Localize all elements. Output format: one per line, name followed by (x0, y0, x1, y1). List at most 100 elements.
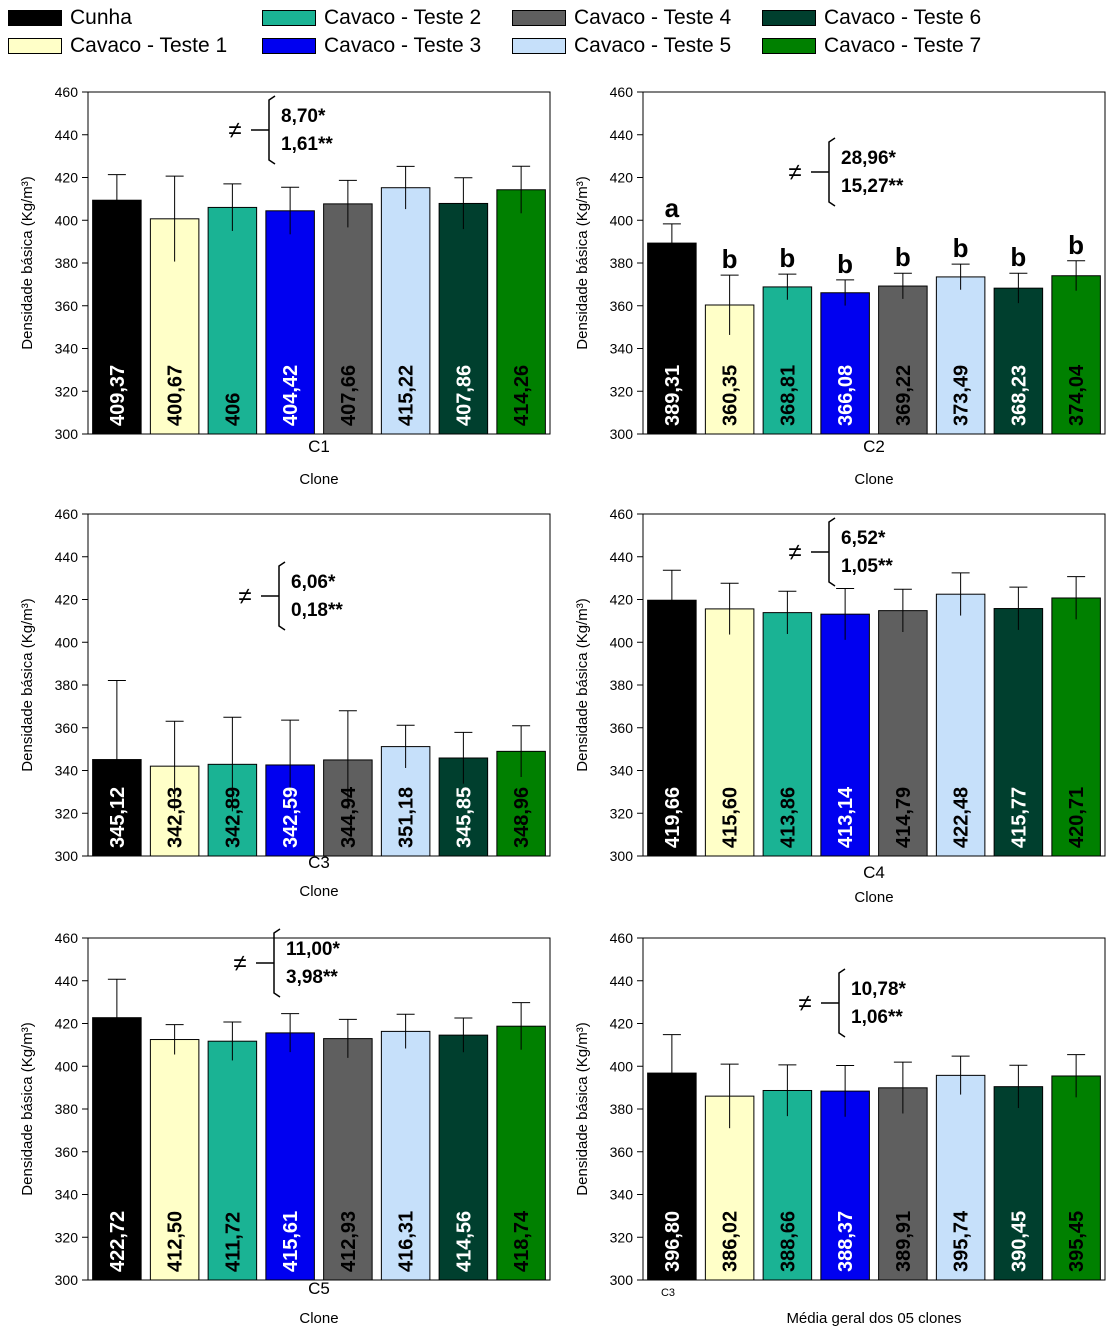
y-tick-label: 460 (55, 84, 79, 100)
bar-group: 411,72 (207, 1021, 258, 1281)
bar-group: 414,79 (878, 588, 928, 857)
legend-label: Cavaco - Teste 2 (324, 6, 482, 29)
bar-group: 415,60 (704, 582, 755, 857)
bar-group: 345,85 (438, 731, 489, 857)
y-tick-label: 460 (55, 930, 79, 946)
bar (380, 1030, 431, 1281)
bracket (821, 968, 846, 1038)
y-tick-label: 400 (610, 1058, 634, 1074)
bar-value-label: 415,61 (280, 1211, 302, 1272)
legend-swatch (512, 38, 566, 54)
y-tick-label: 380 (610, 255, 634, 271)
bar-value-label: 395,45 (1066, 1211, 1088, 1272)
y-tick-label: 320 (610, 383, 634, 399)
significance-annotation: ≠ 11,00* 3,98** (233, 928, 340, 998)
legend: Cunha Cavaco - Teste 1 Cavaco - Teste 2 Cav… (0, 0, 1113, 70)
chart-panel-5: 300 320 340 360 380 400 420 440 460 Densidade bás… (0, 928, 555, 1333)
bar-group: 422,48 (935, 572, 986, 857)
bar-value-label: 360,35 (720, 365, 742, 426)
bar (149, 1039, 200, 1281)
chart-panel-1: 300 320 340 360 380 400 420 440 460 Densidade bás… (0, 82, 555, 502)
y-tick-label: 340 (610, 341, 634, 357)
bar-group: 412,93 (323, 1018, 373, 1281)
bar-value-label: 413,14 (835, 786, 857, 848)
legend-label: Cavaco - Teste 4 (574, 6, 732, 29)
x-axis-label: Clone (299, 883, 338, 900)
bar (265, 1032, 315, 1281)
bar-group: 388,66 (762, 1064, 813, 1281)
bar-chart: 300 320 340 360 380 400 420 440 460 Densidade bás… (19, 506, 551, 900)
bar-value-label: 388,66 (777, 1211, 799, 1272)
significance-annotation: ≠ 6,52* 1,05** (788, 517, 893, 587)
bar-group: 395,45 (1051, 1054, 1101, 1281)
y-axis-label: Densidade básica (Kg/m³) (574, 598, 591, 771)
bar (1051, 1075, 1101, 1281)
legend-label: Cavaco - Teste 1 (70, 34, 228, 57)
bar (935, 593, 986, 857)
bracket (256, 928, 281, 998)
bar (762, 612, 813, 857)
x-axis-label: Média geral dos 05 clones (786, 1310, 961, 1327)
x-axis-label: Clone (854, 471, 893, 488)
bar-group: 369,22 b (878, 242, 928, 435)
y-axis-label: Densidade básica (Kg/m³) (574, 1022, 591, 1195)
bar (993, 608, 1044, 857)
y-tick-label: 360 (55, 298, 79, 314)
bar-group: 414,56 (438, 1017, 489, 1281)
chart-panel-4: 300 320 340 360 380 400 420 440 460 Densidade bás… (555, 504, 1113, 924)
y-tick-label: 380 (55, 1101, 79, 1117)
y-tick-label: 380 (55, 677, 79, 693)
legend-label: Cavaco - Teste 6 (824, 6, 982, 29)
y-tick-label: 440 (55, 973, 79, 989)
bar (380, 187, 431, 435)
bar-group: 407,86 (438, 177, 489, 435)
bar (207, 1040, 258, 1281)
y-tick-label: 400 (610, 634, 634, 650)
x-axis-label: Clone (854, 889, 893, 906)
bar-group: 413,14 (820, 588, 870, 857)
bracket (811, 517, 836, 587)
bar-value-label: 374,04 (1066, 364, 1088, 426)
bar-chart: 300 320 340 360 380 400 420 440 460 Densidade bás… (19, 928, 551, 1327)
y-tick-label: 300 (55, 426, 79, 442)
bar-group: 388,37 (820, 1064, 870, 1281)
bar-value-label: 414,56 (453, 1211, 475, 1272)
bar (438, 202, 489, 435)
x-category-label: C2 (863, 437, 885, 456)
bar-value-label: 415,60 (720, 787, 742, 848)
bar-value-label: 344,94 (338, 786, 360, 848)
significance-letter: b (779, 243, 795, 273)
y-tick-label: 300 (610, 1272, 634, 1288)
bar-value-label: 342,89 (222, 787, 244, 848)
y-tick-label: 360 (55, 720, 79, 736)
bar-value-label: 416,31 (396, 1211, 418, 1272)
bar-group: 389,91 (878, 1061, 928, 1281)
bar-value-label: 348,96 (511, 787, 533, 848)
bar-value-label: 407,86 (453, 365, 475, 426)
bar-group: 368,23 b (993, 242, 1044, 435)
bar-group: 351,18 (380, 724, 431, 857)
y-tick-label: 440 (610, 127, 634, 143)
bar (704, 608, 755, 857)
y-tick-label: 420 (55, 1016, 79, 1032)
y-tick-label: 320 (610, 805, 634, 821)
legend-swatch (762, 10, 816, 26)
significance-annotation: ≠ 28,96* 15,27** (788, 137, 904, 207)
y-tick-label: 340 (610, 1187, 634, 1203)
bar-group: 348,96 (496, 725, 546, 857)
y-tick-label: 440 (55, 127, 79, 143)
bar-value-label: 373,49 (951, 365, 973, 426)
bar (323, 203, 373, 435)
y-tick-label: 300 (610, 848, 634, 864)
bar-group: 389,31 a (647, 193, 697, 435)
bar-group: 415,77 (993, 586, 1044, 857)
bar-value-label: 422,48 (951, 787, 973, 848)
y-tick-label: 300 (610, 426, 634, 442)
bar-group: 422,72 (92, 978, 142, 1281)
legend-item: Cavaco - Teste 1 (8, 33, 227, 59)
legend-label: Cunha (70, 6, 132, 29)
bar-value-label: 404,42 (280, 365, 302, 426)
bar-value-label: 388,37 (835, 1211, 857, 1272)
bar (647, 242, 697, 435)
bar-value-label: 415,22 (396, 365, 418, 426)
